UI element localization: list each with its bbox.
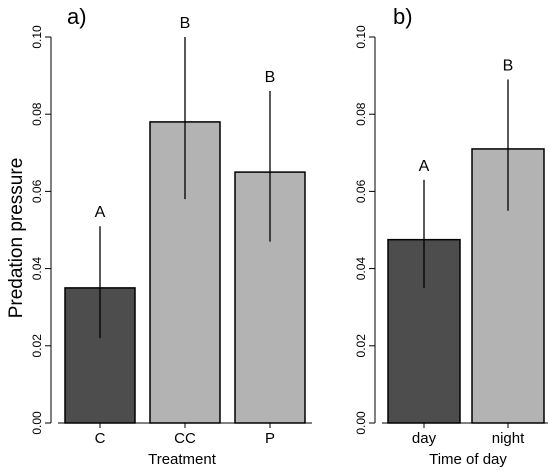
y-tick-label: 0.10 — [30, 25, 44, 49]
y-tick-label: 0.06 — [354, 179, 368, 203]
significance-letter: B — [265, 69, 276, 86]
y-tick-label: 0.04 — [30, 257, 44, 281]
panel-a: a) 0.00 0.02 0.04 0.06 0.08 0.10 A C B CC B P Treatme… — [30, 4, 312, 468]
x-axis-title: Treatment — [148, 451, 217, 468]
y-tick-label: 0.04 — [354, 257, 368, 281]
y-tick-label: 0.00 — [354, 411, 368, 435]
y-tick-label: 0.00 — [30, 411, 44, 435]
x-tick-label: day — [412, 430, 437, 447]
significance-letter: A — [419, 158, 430, 175]
significance-letter: B — [180, 15, 191, 32]
x-tick-label: C — [95, 430, 106, 447]
significance-letter: A — [95, 204, 106, 221]
x-tick-label: CC — [174, 430, 196, 447]
significance-letter: B — [503, 57, 514, 74]
y-axis-title: Predation pressure — [6, 158, 27, 319]
x-tick-label: P — [265, 430, 275, 447]
y-tick-label: 0.02 — [354, 334, 368, 358]
panel-label: a) — [67, 4, 87, 29]
y-tick-label: 0.08 — [30, 102, 44, 126]
y-tick-label: 0.10 — [354, 25, 368, 49]
y-tick-label: 0.02 — [30, 334, 44, 358]
panel-label: b) — [393, 4, 413, 29]
x-axis-title: Time of day — [429, 451, 507, 468]
x-tick-label: night — [492, 430, 525, 447]
y-tick-label: 0.08 — [354, 102, 368, 126]
y-tick-label: 0.06 — [30, 179, 44, 203]
